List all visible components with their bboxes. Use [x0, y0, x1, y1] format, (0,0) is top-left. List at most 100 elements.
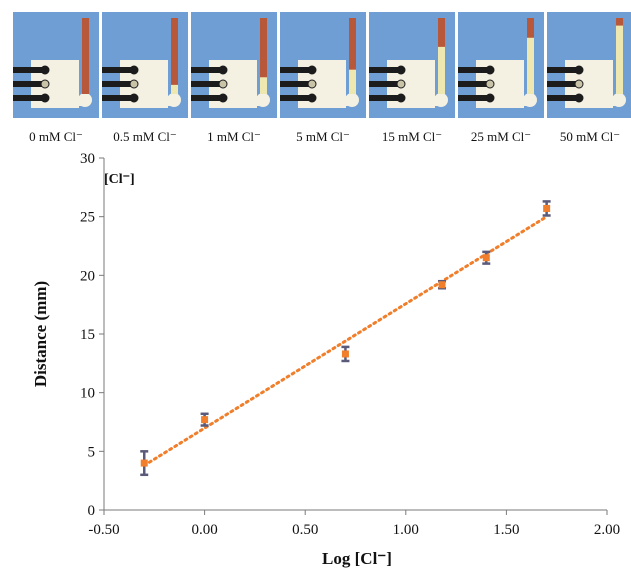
bleached-segment: [527, 37, 534, 94]
x-tick-label: 1.00: [393, 522, 419, 538]
electrode-tip: [396, 79, 406, 89]
sensor-photo-strip: 0 mM Cl⁻ 0.5 mM Cl⁻ 1 mM Cl⁻ 5 mM Cl⁻ 15 mM …: [13, 12, 631, 144]
indicator-channel: [171, 18, 178, 94]
bleached-segment: [349, 69, 356, 94]
chart-annotation: [Cl⁻]: [104, 172, 135, 187]
electrode-lead: [369, 95, 399, 101]
electrode-tip: [396, 93, 406, 103]
electrode-lead: [280, 95, 310, 101]
photo-caption: 15 mM Cl⁻: [382, 129, 442, 144]
photo-caption: 0.5 mM Cl⁻: [113, 129, 177, 144]
y-axis-title: Distance (mm): [31, 281, 50, 387]
electrode-lead: [13, 67, 43, 73]
electrode-lead: [102, 67, 132, 73]
electrode-tip: [396, 65, 406, 75]
photo-caption: 0 mM Cl⁻: [29, 129, 83, 144]
data-point: [201, 416, 209, 424]
sample-zone: [345, 93, 359, 107]
bleached-segment: [171, 84, 178, 94]
electrode-lead: [280, 81, 310, 87]
electrode-tip: [40, 65, 50, 75]
electrode-tip: [218, 79, 228, 89]
electrode-lead: [369, 81, 399, 87]
electrode-lead: [13, 81, 43, 87]
indicator-channel: [349, 18, 356, 94]
electrode-lead: [191, 81, 221, 87]
sensor-photo: [547, 12, 631, 118]
data-point: [543, 204, 551, 212]
electrode-tip: [40, 79, 50, 89]
electrode-tip: [129, 79, 139, 89]
data-point-group: [140, 450, 149, 477]
chart-axes: 0 5 10 15 20 25 30 -0.50 0.00 0.50 1.00 1.50 2.00: [80, 151, 620, 538]
electrode-lead: [191, 95, 221, 101]
trendline: [142, 215, 549, 467]
electrode-tip: [218, 65, 228, 75]
data-point-group: [341, 345, 350, 363]
y-tick-label: 25: [80, 210, 95, 226]
sample-zone: [256, 93, 270, 107]
electrode-tip: [218, 93, 228, 103]
photo-caption: 25 mM Cl⁻: [471, 129, 531, 144]
indicator-channel: [82, 18, 89, 94]
data-point-group: [200, 412, 209, 427]
data-point: [438, 281, 446, 289]
data-point: [482, 254, 490, 262]
electrode-lead: [547, 95, 577, 101]
photo-caption: 1 mM Cl⁻: [207, 129, 261, 144]
data-point-group: [438, 279, 447, 290]
electrode-tip: [307, 65, 317, 75]
electrode-tip: [307, 79, 317, 89]
sensor-photo: [191, 12, 277, 118]
electrode-tip: [574, 93, 584, 103]
electrode-lead: [458, 81, 488, 87]
data-point-group: [482, 250, 491, 265]
electrode-lead: [102, 81, 132, 87]
electrode-tip: [129, 93, 139, 103]
sensor-photo: [102, 12, 188, 118]
x-tick-label: 2.00: [594, 522, 620, 538]
sensor-photo: [13, 12, 99, 118]
photo-caption: 50 mM Cl⁻: [560, 129, 620, 144]
electrode-lead: [547, 67, 577, 73]
sensor-photo: [280, 12, 366, 118]
y-tick-label: 0: [88, 503, 96, 519]
electrode-tip: [574, 79, 584, 89]
sample-zone: [78, 93, 92, 107]
sensor-photo: [369, 12, 455, 118]
photo-caption: 5 mM Cl⁻: [296, 129, 350, 144]
sample-zone: [612, 93, 626, 107]
sample-zone: [523, 93, 537, 107]
electrode-lead: [280, 67, 310, 73]
bleached-segment: [260, 77, 267, 94]
electrode-tip: [129, 65, 139, 75]
sensor-photo: [458, 12, 544, 118]
bleached-segment: [616, 25, 623, 95]
sample-zone: [167, 93, 181, 107]
electrode-tip: [485, 93, 495, 103]
y-tick-label: 5: [88, 444, 96, 460]
electrode-lead: [458, 95, 488, 101]
indicator-channel: [260, 18, 267, 94]
electrode-lead: [369, 67, 399, 73]
x-tick-label: 0.50: [292, 522, 318, 538]
electrode-lead: [102, 95, 132, 101]
electrode-tip: [485, 79, 495, 89]
electrode-tip: [40, 93, 50, 103]
data-point: [140, 459, 148, 467]
y-tick-label: 10: [80, 386, 95, 402]
electrode-tip: [307, 93, 317, 103]
electrode-lead: [547, 81, 577, 87]
bleached-segment: [438, 46, 445, 94]
electrode-tip: [485, 65, 495, 75]
x-tick-label: 0.00: [191, 522, 217, 538]
electrode-lead: [458, 67, 488, 73]
electrode-lead: [13, 95, 43, 101]
x-tick-label: 1.50: [493, 522, 519, 538]
electrode-lead: [191, 67, 221, 73]
x-axis-title: Log [Cl⁻]: [322, 549, 392, 568]
data-point: [341, 350, 349, 358]
y-tick-label: 20: [80, 268, 95, 284]
electrode-tip: [574, 65, 584, 75]
